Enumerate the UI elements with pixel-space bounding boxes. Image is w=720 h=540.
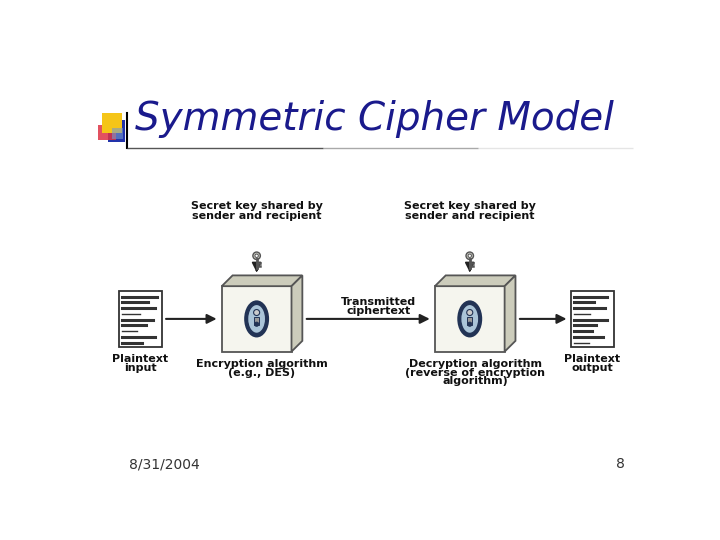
Polygon shape xyxy=(505,275,516,352)
Text: (e.g., DES): (e.g., DES) xyxy=(228,368,296,378)
FancyBboxPatch shape xyxy=(102,112,122,132)
FancyBboxPatch shape xyxy=(571,291,613,347)
FancyBboxPatch shape xyxy=(222,286,292,352)
Text: algorithm): algorithm) xyxy=(442,376,508,386)
Text: Decryption algorithm: Decryption algorithm xyxy=(409,359,541,369)
Circle shape xyxy=(255,254,258,258)
FancyBboxPatch shape xyxy=(119,291,162,347)
Circle shape xyxy=(253,252,261,260)
FancyBboxPatch shape xyxy=(108,120,125,142)
Text: Encryption algorithm: Encryption algorithm xyxy=(196,359,328,369)
Text: Plaintext: Plaintext xyxy=(564,354,620,364)
Ellipse shape xyxy=(458,301,482,336)
Circle shape xyxy=(253,309,260,315)
Text: Transmitted: Transmitted xyxy=(341,297,416,307)
FancyBboxPatch shape xyxy=(98,125,117,140)
Text: sender and recipient: sender and recipient xyxy=(405,211,534,221)
Ellipse shape xyxy=(248,305,266,333)
Text: Plaintext: Plaintext xyxy=(112,354,168,364)
Text: Secret key shared by: Secret key shared by xyxy=(191,201,323,211)
Polygon shape xyxy=(292,275,302,352)
FancyBboxPatch shape xyxy=(467,317,472,325)
FancyBboxPatch shape xyxy=(112,128,122,139)
Circle shape xyxy=(466,252,474,260)
Ellipse shape xyxy=(461,305,479,333)
Ellipse shape xyxy=(245,301,269,336)
Circle shape xyxy=(468,322,472,326)
Text: Secret key shared by: Secret key shared by xyxy=(404,201,536,211)
Text: ciphertext: ciphertext xyxy=(346,306,411,316)
Text: sender and recipient: sender and recipient xyxy=(192,211,321,221)
Text: 8: 8 xyxy=(616,457,625,471)
FancyBboxPatch shape xyxy=(435,286,505,352)
Circle shape xyxy=(468,254,472,258)
Text: output: output xyxy=(572,363,613,373)
Text: (reverse of encryption: (reverse of encryption xyxy=(405,368,545,378)
Text: 8/31/2004: 8/31/2004 xyxy=(129,457,199,471)
FancyBboxPatch shape xyxy=(254,317,259,325)
Polygon shape xyxy=(222,275,302,286)
Circle shape xyxy=(467,309,473,315)
Polygon shape xyxy=(435,275,516,286)
Text: Symmetric Cipher Model: Symmetric Cipher Model xyxy=(135,100,614,138)
Circle shape xyxy=(255,322,258,326)
Text: input: input xyxy=(124,363,157,373)
